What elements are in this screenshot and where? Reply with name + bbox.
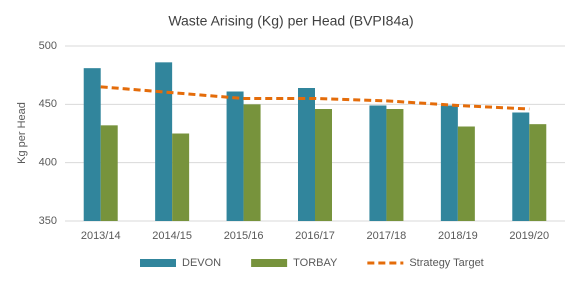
x-tick-label: 2015/16 (224, 230, 264, 242)
y-tick-label: 500 (39, 40, 57, 52)
legend-label: DEVON (182, 257, 221, 269)
target-line (100, 85, 530, 111)
x-tick-label: 2013/14 (81, 230, 121, 242)
x-tick-label: 2014/15 (152, 230, 192, 242)
legend-label: TORBAY (293, 257, 338, 269)
bar (512, 112, 530, 221)
x-tick-label: 2018/19 (438, 230, 478, 242)
bar (100, 125, 118, 221)
bar (172, 133, 190, 221)
y-tick-label: 450 (39, 98, 57, 110)
legend-swatch (251, 259, 288, 267)
legend-swatch (140, 259, 176, 267)
bar (369, 105, 387, 221)
bar (529, 124, 547, 221)
chart-title: Waste Arising (Kg) per Head (BVPI84a) (168, 13, 413, 29)
legend-label: Strategy Target (409, 257, 483, 269)
bar (243, 104, 261, 221)
x-tick-label: 2019/20 (509, 230, 549, 242)
y-tick-label: 350 (39, 215, 57, 227)
bar (457, 126, 475, 221)
y-tick-label: 400 (39, 157, 57, 169)
bar (226, 91, 244, 221)
x-tick-label: 2016/17 (295, 230, 335, 242)
bar (440, 105, 458, 221)
bar (298, 88, 315, 221)
bar (315, 109, 332, 221)
y-axis-label: Kg per Head (16, 102, 28, 164)
bar (155, 62, 173, 222)
bar (386, 109, 404, 221)
x-tick-label: 2017/18 (367, 230, 407, 242)
bar (83, 68, 101, 222)
